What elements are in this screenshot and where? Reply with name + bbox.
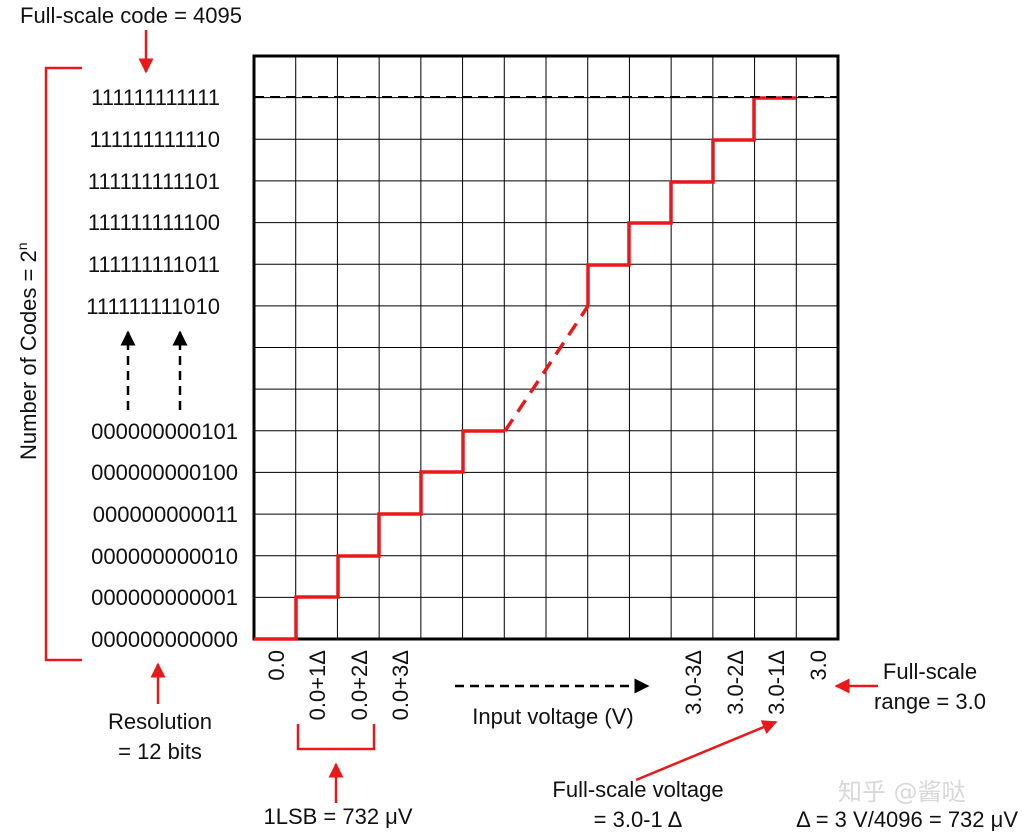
watermark: 知乎 @酱哒 xyxy=(838,778,966,806)
transfer-staircase xyxy=(254,96,838,641)
code-label: 000000000011 xyxy=(93,502,238,527)
staircase-upper xyxy=(586,96,796,306)
code-label: 111111111110 xyxy=(90,127,221,152)
staircase-dashed-segment xyxy=(503,305,590,432)
code-label: 111111111011 xyxy=(88,252,220,277)
x-tick-labels: 0.0 0.0+1Δ 0.0+2Δ 0.0+3Δ 3.0-3Δ 3.0-2Δ 3.0-1Δ 3… xyxy=(264,650,831,721)
x-tick-label: 0.0+1Δ xyxy=(305,650,330,721)
full-scale-range-line1: Full-scale xyxy=(883,659,977,684)
plot-grid xyxy=(252,54,840,641)
delta-definition: Δ = 3 V/4096 = 732 μV xyxy=(796,807,1018,832)
code-label: 000000000100 xyxy=(91,460,238,485)
x-tick-label: 0.0 xyxy=(264,650,289,681)
code-label: 000000000101 xyxy=(91,419,238,444)
code-label: 111111111111 xyxy=(91,85,220,110)
x-tick-label: 0.0+3Δ xyxy=(388,650,413,721)
x-tick-label: 3.0-2Δ xyxy=(723,650,748,715)
resolution-label-line2: = 12 bits xyxy=(118,739,202,764)
codes-bracket xyxy=(44,66,82,662)
full-scale-voltage-line1: Full-scale voltage xyxy=(552,777,723,802)
staircase-lower xyxy=(254,429,505,641)
x-tick-label: 3.0-3Δ xyxy=(681,650,706,715)
code-labels-bottom: 000000000101 000000000100 000000000011 0000… xyxy=(91,419,238,652)
full-scale-voltage-arrow xyxy=(635,720,778,782)
lsb-bracket xyxy=(296,724,376,751)
resolution-label-line1: Resolution xyxy=(108,709,212,734)
code-labels-top: 111111111111 111111111110 111111111101 1111… xyxy=(86,85,220,319)
code-label: 111111111100 xyxy=(88,210,220,235)
x-tick-label: 3.0-1Δ xyxy=(764,650,789,715)
code-label: 000000000010 xyxy=(91,544,238,569)
full-scale-voltage-line2: = 3.0-1 Δ xyxy=(594,807,683,832)
full-scale-range-line2: range = 3.0 xyxy=(874,689,986,714)
lsb-label: 1LSB = 732 μV xyxy=(263,804,412,829)
code-label: 000000000000 xyxy=(91,627,238,652)
code-label: 000000000001 xyxy=(91,585,238,610)
x-tick-label: 0.0+2Δ xyxy=(347,650,372,721)
x-tick-label: 3.0 xyxy=(806,650,831,681)
y-axis-label: Number of Codes = 2n xyxy=(14,242,41,460)
code-label: 111111111101 xyxy=(88,169,220,194)
x-axis-label: Input voltage (V) xyxy=(472,704,633,729)
full-scale-code-label: Full-scale code = 4095 xyxy=(20,3,242,28)
code-label: 111111111010 xyxy=(86,294,220,319)
